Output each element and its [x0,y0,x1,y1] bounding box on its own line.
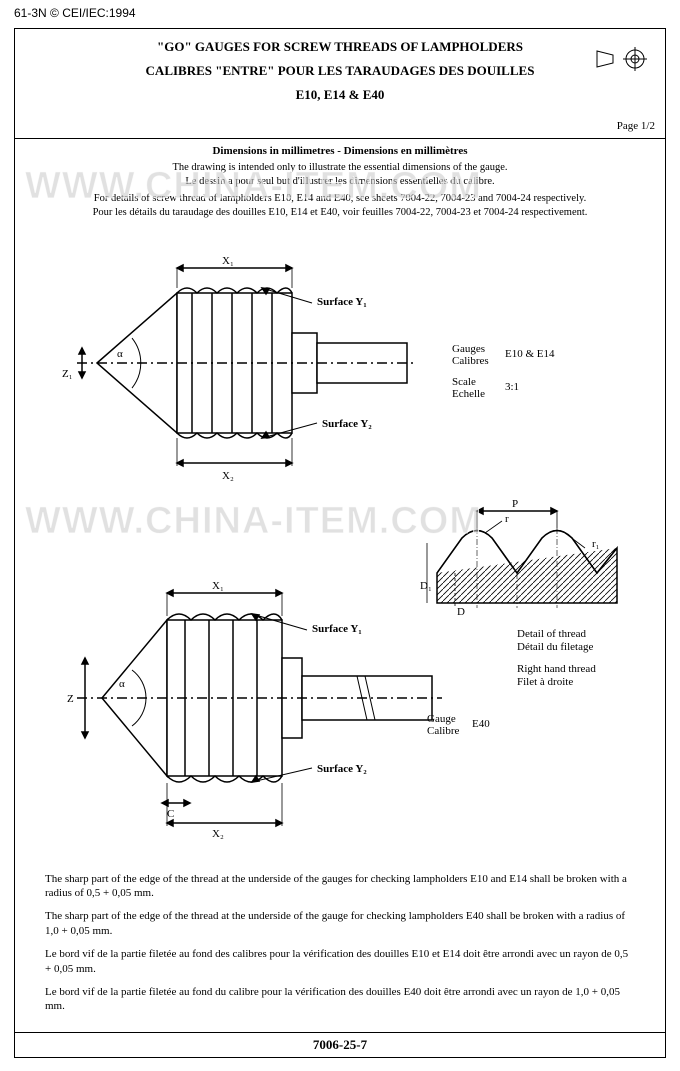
gauges-val: E10 & E14 [505,348,555,360]
dimensions-header: Dimensions in millimetres - Dimensions e… [27,145,653,157]
g2-x2: X₂ [212,828,224,840]
note-3: Le bord vif de la partie filetée au fond… [45,947,635,977]
thread-r: r [505,513,509,525]
surface-y2-label: Surface Y₂ [322,418,372,430]
diagram-area: X₁ X₂ Z₁ α Surface Y₁ Surface Y₂ Gauges … [27,228,653,868]
g2-gauge-fr: Calibre [427,725,459,737]
detail-en: For details of screw thread of lampholde… [94,193,586,204]
g2-surf-y1: Surface Y₁ [312,623,362,635]
g2-c: C [167,808,174,820]
thread-hand-label: Right hand thread Filet à droite [517,663,596,689]
gauge-e10-e14 [57,238,437,488]
thread-r1: r₁ [592,538,600,550]
scale-fr: Echelle [452,388,485,400]
thread-hand-en: Right hand thread [517,663,596,675]
thread-p: P [512,498,518,510]
detail-text: For details of screw thread of lampholde… [27,192,653,219]
dim-x1-label: X₁ [222,255,234,267]
thread-detail-en: Detail of thread [517,628,586,640]
g2-alpha: α [119,678,125,690]
projection-icon [595,47,655,76]
gauges-label-group: Gauges Calibres [452,343,489,367]
intro-text: The drawing is intended only to illustra… [27,161,653,188]
title-block: "GO" GAUGES FOR SCREW THREADS OF LAMPHOL… [15,29,665,139]
scale-label-group: Scale Echelle [452,376,485,400]
header-ref: 61-3N © CEI/IEC:1994 [14,6,136,20]
notes-block: The sharp part of the edge of the thread… [27,868,653,1027]
g2-gauge-en: Gauge [427,713,456,725]
g2-gauge-label: Gauge Calibre [427,713,459,737]
g2-gauge-val: E40 [472,718,490,730]
g2-x1: X₁ [212,580,224,592]
page-number: Page 1/2 [617,120,655,132]
dim-x2-label: X₂ [222,470,234,482]
thread-hand-fr: Filet à droite [517,676,573,688]
intro-fr: Le dessin a pour seul but d'illustrer le… [185,176,494,187]
detail-fr: Pour les détails du taraudage des douill… [93,207,588,218]
scale-val: 3:1 [505,381,519,393]
page-frame: "GO" GAUGES FOR SCREW THREADS OF LAMPHOL… [14,28,666,1058]
thread-d: D [457,606,465,618]
scale-en: Scale [452,376,476,388]
dim-z1-label: Z₁ [62,368,73,380]
intro-en: The drawing is intended only to illustra… [172,162,507,173]
title-fr: CALIBRES "ENTRE" POUR LES TARAUDAGES DES… [23,63,657,79]
dim-alpha-label: α [117,348,123,360]
note-2: The sharp part of the edge of the thread… [45,909,635,939]
title-en: "GO" GAUGES FOR SCREW THREADS OF LAMPHOL… [23,39,657,55]
gauge-e40 [57,558,457,838]
g2-z: Z [67,693,74,705]
gauges-fr: Calibres [452,355,489,367]
note-1: The sharp part of the edge of the thread… [45,872,635,902]
g2-surf-y2: Surface Y₂ [317,763,367,775]
surface-y1-label: Surface Y₁ [317,296,367,308]
thread-detail-fr: Détail du filetage [517,641,593,653]
footer-ref: 7006-25-7 [15,1032,665,1057]
thread-detail-label: Detail of thread Détail du filetage [517,628,593,654]
gauges-en: Gauges [452,343,485,355]
title-models: E10, E14 & E40 [23,87,657,103]
content-area: Dimensions in millimetres - Dimensions e… [15,139,665,1026]
note-4: Le bord vif de la partie filetée au fond… [45,985,635,1015]
